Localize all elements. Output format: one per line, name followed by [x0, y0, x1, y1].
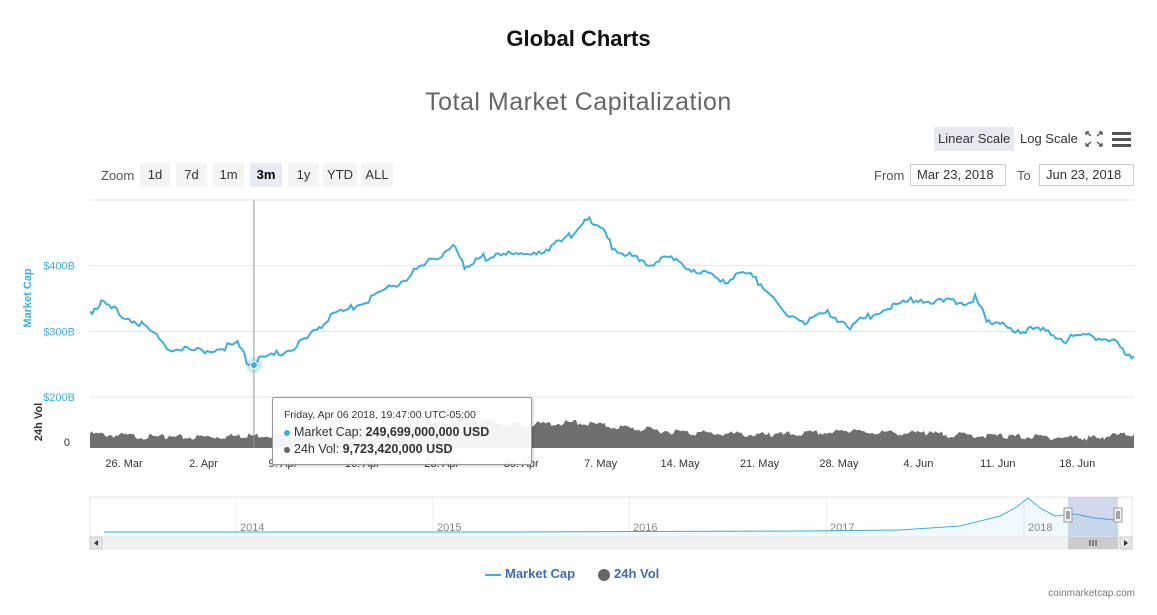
tooltip-market-cap-row: Market Cap: 249,699,000,000 USD: [284, 425, 489, 439]
arrow-left-icon: [94, 540, 98, 546]
zoom-button-1m[interactable]: 1m: [213, 163, 244, 187]
navigator-selection: [1068, 497, 1118, 537]
legend-market-cap-label: Market Cap: [505, 566, 576, 581]
x-tick-label: 21. May: [740, 458, 780, 470]
zoom-button-7d[interactable]: 7d: [176, 163, 207, 187]
market-cap-line: [89, 215, 1135, 367]
navigator-handle[interactable]: [1063, 507, 1073, 523]
hover-point: [249, 361, 258, 370]
y-tick-label: $200B: [43, 392, 75, 404]
y-tick-label: $300B: [43, 326, 75, 338]
to-label: To: [1017, 168, 1031, 183]
log-scale-button[interactable]: Log Scale: [1020, 131, 1078, 146]
volume-dot-icon: [284, 446, 290, 453]
x-tick-label: 7. May: [584, 458, 618, 470]
x-tick-label: 18. Jun: [1059, 458, 1095, 470]
volume-axis-title: 24h Vol: [33, 403, 45, 441]
legend-market-cap[interactable]: Market Cap: [485, 566, 575, 581]
x-tick-label: 2. Apr: [189, 458, 218, 470]
from-date-input[interactable]: Mar 23, 2018: [910, 164, 1006, 186]
zoom-button-3m[interactable]: 3m: [250, 163, 282, 187]
chart-axes: $200B $300B $400B Market Cap 24h Vol 0 26. Mar…: [22, 261, 1095, 470]
x-tick-label: 4. Jun: [903, 458, 933, 470]
market-cap-series-layer: [89, 200, 1135, 448]
from-label: From: [874, 168, 905, 183]
linear-scale-button[interactable]: Linear Scale: [934, 127, 1015, 151]
page-title: Global Charts: [506, 26, 651, 51]
zoom-button-1d[interactable]: 1d: [140, 163, 170, 187]
tooltip-date: Friday, Apr 06 2018, 19:47:00 UTC-05:00: [284, 409, 476, 421]
navigator-area: [104, 498, 1120, 537]
volume-zero-label: 0: [64, 437, 70, 449]
zoom-button-ytd[interactable]: YTD: [323, 163, 357, 187]
navigator[interactable]: 2014 2015 2016 2017 2018: [89, 496, 1133, 550]
zoom-label: Zoom: [101, 168, 135, 183]
zoom-button-all[interactable]: ALL: [361, 163, 393, 187]
navigator-year-label: 2015: [437, 522, 461, 534]
tooltip-vol-label: 24h Vol:: [294, 442, 340, 456]
tooltip-market-cap-label: Market Cap:: [294, 425, 363, 439]
navigator-year-label: 2018: [1028, 522, 1052, 534]
to-date-input[interactable]: Jun 23, 2018: [1039, 164, 1134, 186]
scrollbar-track: [89, 536, 1133, 550]
navigator-frame: [89, 496, 1133, 538]
legend-vol-label: 24h Vol: [614, 566, 660, 581]
navigator-year-label: 2014: [240, 522, 264, 534]
x-tick-label: 28. May: [819, 458, 859, 470]
chart-tooltip: Friday, Apr 06 2018, 19:47:00 UTC-05:00 …: [272, 397, 532, 465]
tooltip-vol-value: 9,723,420,000 USD: [342, 442, 453, 456]
zoom-button-1y[interactable]: 1y: [288, 163, 319, 187]
y-axis-title: Market Cap: [22, 268, 34, 328]
fullscreen-icon[interactable]: [1085, 131, 1103, 147]
x-tick-label: 14. May: [661, 458, 701, 470]
chart-gridlines: [90, 199, 1134, 398]
x-tick-label: 26. Mar: [105, 458, 143, 470]
credits-link[interactable]: coinmarketcap.com: [1048, 588, 1135, 599]
y-tick-label: $400B: [43, 261, 75, 273]
market-cap-dot-icon: [284, 429, 290, 436]
volume-series-layer: [90, 417, 1134, 448]
volume-area: [90, 417, 1134, 448]
arrow-right-icon: [1124, 540, 1128, 546]
navigator-line: [104, 497, 1121, 533]
tooltip-market-cap-value: 249,699,000,000 USD: [365, 425, 490, 439]
tooltip-vol-row: 24h Vol: 9,723,420,000 USD: [284, 442, 452, 456]
legend-line-icon: [485, 573, 501, 576]
navigator-handle[interactable]: [1113, 507, 1123, 523]
chart-title: Total Market Capitalization: [425, 88, 732, 116]
legend-24h-vol[interactable]: 24h Vol: [598, 566, 659, 581]
legend-circle-icon: [598, 568, 610, 581]
x-tick-label: 11. Jun: [980, 458, 1015, 470]
hamburger-menu-icon[interactable]: [1112, 132, 1131, 147]
